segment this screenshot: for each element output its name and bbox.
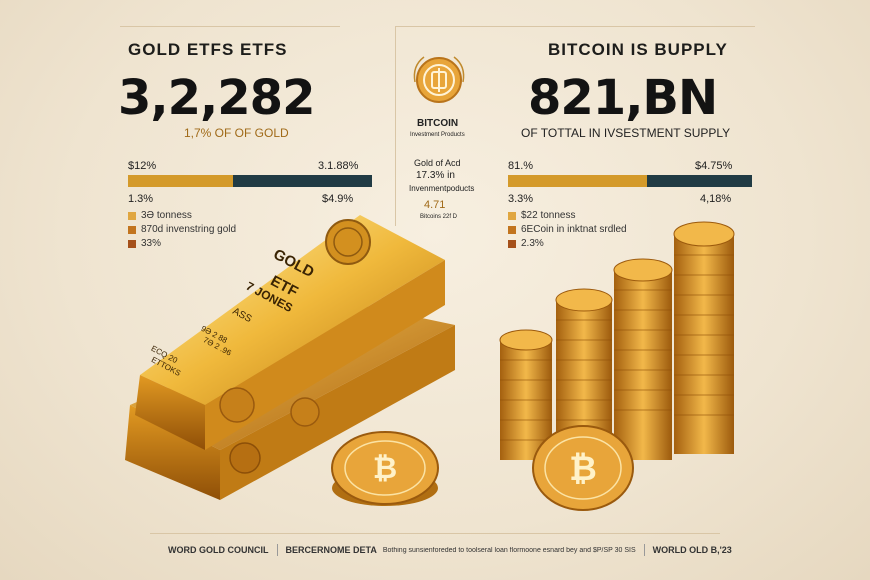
svg-text:₿: ₿ bbox=[569, 449, 597, 489]
left-bar-label-top-right: 3.1.88% bbox=[318, 160, 359, 172]
legend-text: 3Ə tonness bbox=[141, 210, 192, 221]
left-bar-fill bbox=[128, 175, 233, 187]
legend-swatch bbox=[128, 211, 136, 220]
left-subtitle: 1,7% OF OF GOLD bbox=[184, 126, 289, 140]
center-label-top-sub: Investment Products bbox=[410, 132, 465, 138]
bitcoin-coin-stacks: ₿ bbox=[499, 221, 735, 511]
footer-item-4: WORLD OLD B,'23 bbox=[652, 545, 732, 555]
footer-divider bbox=[150, 533, 720, 534]
footer: WORD GOLD COUNCIL BERCERNOME DETA Bothin… bbox=[0, 536, 870, 564]
center-label-top: BITCOIN bbox=[417, 118, 459, 129]
right-progress-bar bbox=[508, 175, 752, 187]
footer-separator bbox=[276, 544, 278, 556]
right-bar-fill bbox=[508, 175, 648, 187]
legend-text: 33% bbox=[141, 238, 162, 249]
right-bar-label-top-right: $4.75% bbox=[695, 160, 733, 172]
legend-text: 2.3% bbox=[521, 238, 544, 249]
center-label-mid5: Bitcoins 22f D bbox=[420, 214, 458, 220]
center-label-mid4: 4.71 bbox=[424, 199, 446, 211]
right-legend-item-3: 2.3% bbox=[508, 238, 544, 249]
right-bar-rest bbox=[647, 175, 752, 187]
legend-text: $22 tonness bbox=[521, 210, 576, 221]
footer-item-3: Bothing sunsienforeded to toolseral loan… bbox=[382, 546, 636, 554]
footer-separator bbox=[643, 544, 645, 556]
gold-bar-illustration bbox=[125, 215, 455, 500]
left-bar-rest bbox=[232, 175, 372, 187]
left-legend-item-2: 870d invenstring gold bbox=[128, 224, 236, 235]
svg-text:₿: ₿ bbox=[373, 451, 397, 486]
left-bar-label-bottom-right: $4.9% bbox=[322, 193, 354, 205]
left-big-number: 3,2,282 bbox=[118, 70, 315, 126]
footer-item-1: WORD GOLD COUNCIL bbox=[168, 545, 269, 555]
right-subtitle: OF TOTTAL IN IVSESTMENT SUPPLY bbox=[521, 126, 731, 140]
legend-swatch bbox=[508, 239, 516, 248]
bitcoin-emblem-icon bbox=[413, 56, 465, 103]
left-legend-item-1: 3Ə tonness bbox=[128, 210, 192, 221]
legend-swatch bbox=[508, 225, 516, 234]
top-divider-right bbox=[395, 26, 755, 27]
legend-swatch bbox=[508, 211, 516, 220]
legend-swatch bbox=[128, 225, 136, 234]
left-bar-label-bottom-left: 1.3% bbox=[128, 193, 154, 205]
left-bar-label-top-left: $12% bbox=[128, 160, 157, 172]
left-progress-bar bbox=[128, 175, 372, 187]
center-label-mid1: Gold of Acd bbox=[414, 158, 461, 168]
left-legend-item-3: 33% bbox=[128, 238, 161, 249]
right-legend-item-1: $22 tonness bbox=[508, 210, 576, 221]
right-bar-label-bottom-left: 3.3% bbox=[508, 193, 534, 205]
right-bar-label-top-left: 81.% bbox=[508, 160, 534, 172]
footer-item-2: BERCERNOME DETA bbox=[285, 545, 377, 555]
center-label-mid3: Invenmentpoducts bbox=[409, 184, 475, 193]
right-big-number: 821,BN bbox=[528, 70, 718, 126]
legend-swatch bbox=[128, 239, 136, 248]
legend-text: 6ECoin in inktnat srdled bbox=[521, 224, 627, 235]
right-bar-label-bottom-right: 4,18% bbox=[700, 193, 732, 205]
left-title: GOLD ETFS ETFS bbox=[128, 40, 288, 59]
right-title: BITCOIN IS BUPPLY bbox=[548, 40, 728, 59]
center-label-mid2: 17.3% in bbox=[416, 170, 455, 181]
top-divider-left bbox=[120, 26, 340, 27]
bitcoin-coin-icon: ₿ bbox=[331, 431, 439, 506]
right-legend-item-2: 6ECoin in inktnat srdled bbox=[508, 224, 627, 235]
legend-text: 870d invenstring gold bbox=[141, 224, 237, 235]
center-divider bbox=[395, 26, 396, 226]
